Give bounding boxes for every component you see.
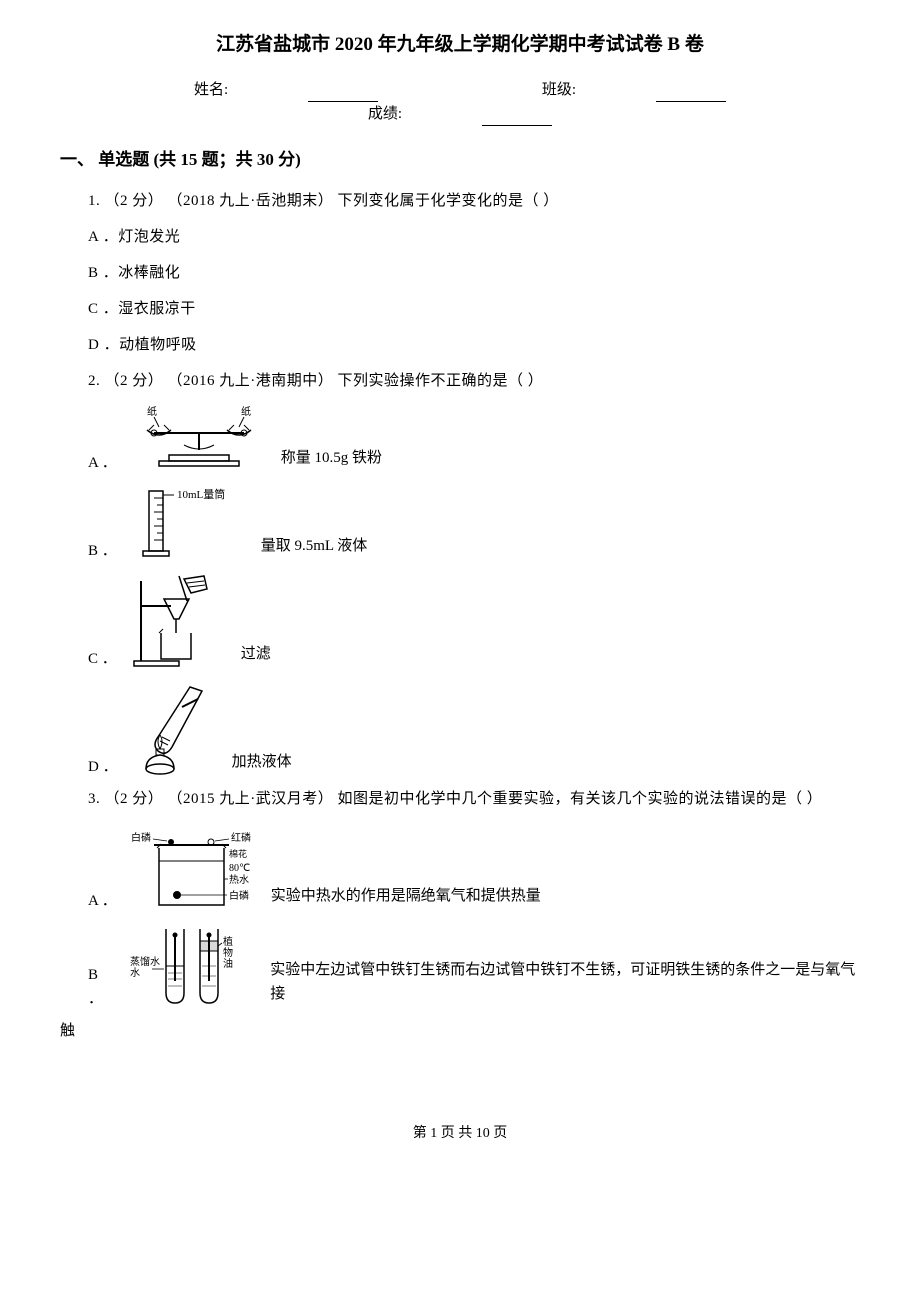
- svg-text:10mL量筒: 10mL量筒: [177, 487, 225, 501]
- q2-d-text: 加热液体: [232, 750, 292, 779]
- q2-stem: 2. （2 分） （2016 九上·港南期中） 下列实验操作不正确的是（ ）: [60, 369, 860, 393]
- svg-text:红磷: 红磷: [231, 831, 251, 844]
- q3-b-continuation: 触: [60, 1019, 860, 1043]
- svg-text:植: 植: [223, 935, 233, 948]
- svg-text:纸: 纸: [241, 405, 251, 418]
- svg-text:蒸馏水: 蒸馏水: [130, 955, 160, 968]
- section-1-header: 一、 单选题 (共 15 题；共 30 分): [60, 146, 860, 173]
- q2-d-label: D ．: [88, 755, 118, 779]
- svg-text:白磷: 白磷: [229, 889, 249, 902]
- document-title: 江苏省盐城市 2020 年九年级上学期化学期中考试试卷 B 卷: [60, 30, 860, 60]
- filtration-apparatus-icon: [129, 571, 229, 671]
- balance-scale-icon: 纸 纸: [129, 405, 269, 475]
- name-blank: [308, 87, 378, 102]
- score-label: 成绩:: [368, 102, 402, 126]
- svg-text:棉花: 棉花: [229, 848, 247, 859]
- page-footer: 第 1 页 共 10 页: [60, 1123, 860, 1145]
- class-label: 班级:: [542, 78, 576, 102]
- q2-b-text: 量取 9.5mL 液体: [261, 534, 368, 563]
- svg-text:水: 水: [130, 967, 140, 979]
- class-blank: [656, 87, 726, 102]
- graduated-cylinder-icon: 10mL量筒: [129, 483, 249, 563]
- phosphorus-beaker-icon: 白磷 红磷 棉花 80℃ 热水 白磷: [129, 823, 259, 913]
- heating-liquid-icon: [130, 679, 220, 779]
- q3-stem: 3. （2 分） （2015 九上·武汉月考） 如图是初中化学中几个重要实验，有…: [60, 787, 860, 811]
- q3-option-a: A ． 白磷 红磷 棉花 80℃ 热水 白磷: [60, 823, 860, 913]
- q2-option-d: D ． 加热液体: [60, 679, 860, 779]
- name-label: 姓名:: [194, 78, 228, 102]
- q1-option-a: A ．灯泡发光: [60, 225, 860, 249]
- q1-option-b: B ．冰棒融化: [60, 261, 860, 285]
- q2-option-b: B ． 10mL量筒 量取 9.5mL 液体: [60, 483, 860, 563]
- svg-text:白磷: 白磷: [131, 831, 151, 844]
- q3-a-label: A ．: [88, 889, 117, 913]
- q1-option-c: C ．湿衣服凉干: [60, 297, 860, 321]
- svg-text:热水: 热水: [229, 873, 249, 886]
- q1-option-d: D ．动植物呼吸: [60, 333, 860, 357]
- q2-a-text: 称量 10.5g 铁粉: [281, 446, 382, 475]
- svg-text:80℃: 80℃: [229, 863, 250, 874]
- q2-b-label: B ．: [88, 539, 117, 563]
- iron-rust-tubes-icon: 蒸馏水 水 植 物 油: [128, 921, 258, 1011]
- q2-c-label: C ．: [88, 647, 117, 671]
- q3-option-b: B ． 蒸馏水 水: [60, 921, 860, 1011]
- student-info-line: 姓名: 班级: 成绩:: [60, 78, 860, 126]
- q3-a-text: 实验中热水的作用是隔绝氧气和提供热量: [271, 884, 541, 913]
- score-blank: [482, 111, 552, 126]
- q2-option-c: C ． 过滤: [60, 571, 860, 671]
- q2-c-text: 过滤: [241, 642, 271, 671]
- q1-stem: 1. （2 分） （2018 九上·岳池期末） 下列变化属于化学变化的是（ ）: [60, 189, 860, 213]
- svg-text:纸: 纸: [147, 405, 157, 418]
- q3-b-label: B ．: [88, 963, 116, 1011]
- svg-text:油: 油: [223, 957, 233, 970]
- q2-a-label: A ．: [88, 451, 117, 475]
- q3-b-text: 实验中左边试管中铁钉生锈而右边试管中铁钉不生锈，可证明铁生锈的条件之一是与氧气接: [270, 958, 860, 1011]
- svg-text:物: 物: [223, 946, 233, 959]
- q2-option-a: A ． 纸 纸 称量 10.5g: [60, 405, 860, 475]
